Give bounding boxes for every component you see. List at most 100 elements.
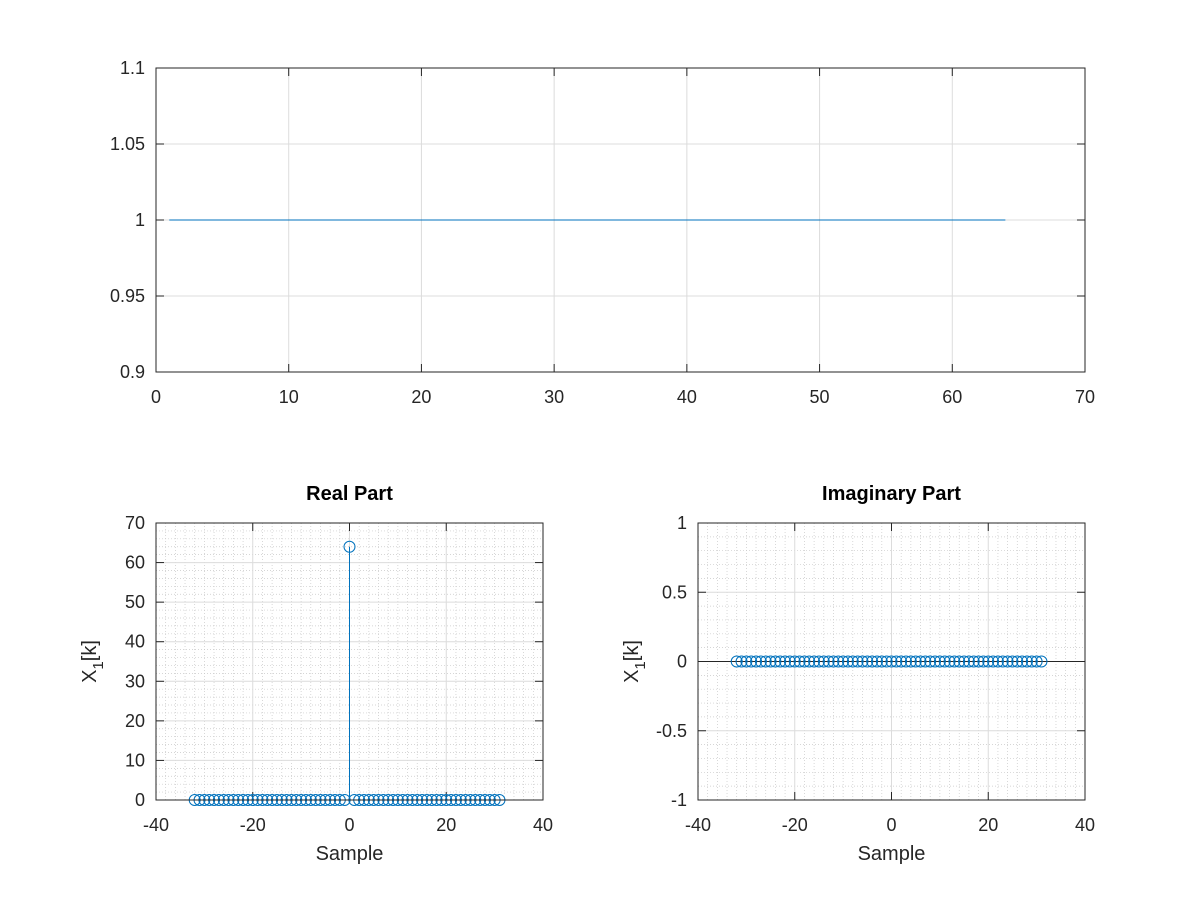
stem-marker xyxy=(822,655,835,668)
stem-marker xyxy=(812,655,825,668)
stem-marker xyxy=(750,655,763,668)
stem-marker xyxy=(977,655,990,668)
stem-marker xyxy=(982,655,995,668)
y-tick-label: 1.05 xyxy=(110,134,145,154)
stem-marker xyxy=(909,655,922,668)
stem-marker xyxy=(745,655,758,668)
y-tick-label: 20 xyxy=(125,711,145,731)
stem-marker xyxy=(769,655,782,668)
x-tick-label: 40 xyxy=(677,387,697,407)
axes-frame xyxy=(155,67,1086,373)
stem-marker xyxy=(890,655,903,668)
stem-marker xyxy=(851,655,864,668)
stem-marker xyxy=(764,655,777,668)
plot-title: Real Part xyxy=(306,483,393,505)
stem-marker xyxy=(938,655,951,668)
stem-marker xyxy=(779,655,792,668)
stem-marker xyxy=(827,655,840,668)
stem-marker xyxy=(1016,655,1029,668)
y-tick-label: 10 xyxy=(125,750,145,770)
stem-marker xyxy=(870,655,883,668)
stem-marker xyxy=(875,655,888,668)
stem-marker xyxy=(783,655,796,668)
stem-marker xyxy=(895,655,908,668)
y-tick-label: 1 xyxy=(135,210,145,230)
stem-marker xyxy=(793,655,806,668)
stem-marker xyxy=(1025,655,1038,668)
stem-marker xyxy=(972,655,985,668)
stem-marker xyxy=(880,655,893,668)
stem-marker xyxy=(933,655,946,668)
stem-marker xyxy=(740,655,753,668)
stem-marker xyxy=(1011,655,1024,668)
x-tick-label: 20 xyxy=(411,387,431,407)
plot-title: Imaginary Part xyxy=(822,483,961,505)
x-tick-label: 40 xyxy=(1075,815,1095,835)
top-plot: 0 10 20 30 40 50 60 70 0.9 0.95 1 1.05 1.1 xyxy=(110,58,1095,407)
y-tick-label: 1.1 xyxy=(120,58,145,78)
stem-marker xyxy=(967,655,980,668)
x-tick-label: 50 xyxy=(810,387,830,407)
stem-marker xyxy=(866,655,879,668)
stem-marker xyxy=(841,655,854,668)
x-tick-label: 60 xyxy=(942,387,962,407)
x-tick-label: -20 xyxy=(240,815,266,835)
stem-marker xyxy=(730,655,743,668)
stem-marker xyxy=(1006,655,1019,668)
stem-marker xyxy=(996,655,1009,668)
y-tick-label: 30 xyxy=(125,671,145,691)
stem-marker xyxy=(856,655,869,668)
stem-marker xyxy=(832,655,845,668)
y-tick-label: 0.95 xyxy=(110,286,145,306)
stem-marker xyxy=(919,655,932,668)
y-tick-label: 60 xyxy=(125,553,145,573)
x-tick-label: 20 xyxy=(436,815,456,835)
real-part-plot: -40 -20 0 20 40 0 10 20 30 40 50 60 70 Real Part Sampl… xyxy=(79,483,553,865)
x-tick-label: 10 xyxy=(279,387,299,407)
y-tick-label: 0.5 xyxy=(662,582,687,602)
y-tick-label: 50 xyxy=(125,592,145,612)
stem-marker xyxy=(914,655,927,668)
y-axis-label: X1[k] xyxy=(79,640,107,683)
x-axis-label: Sample xyxy=(316,843,384,865)
stem-marker xyxy=(343,540,356,553)
stem-marker xyxy=(904,655,917,668)
imaginary-part-plot: -40 -20 0 20 40 -1 -0.5 0 0.5 1 Imaginary Part Samp… xyxy=(621,483,1095,865)
x-tick-label: 70 xyxy=(1075,387,1095,407)
stem-marker xyxy=(958,655,971,668)
y-tick-label: 0 xyxy=(135,790,145,810)
stem-marker xyxy=(759,655,772,668)
stem-marker xyxy=(924,655,937,668)
stem-marker xyxy=(861,655,874,668)
stem-marker xyxy=(929,655,942,668)
stem-marker xyxy=(817,655,830,668)
y-axis-label: X1[k] xyxy=(621,640,649,683)
stem-marker xyxy=(1020,655,1033,668)
x-tick-label: -40 xyxy=(685,815,711,835)
stem-marker xyxy=(900,655,913,668)
y-tick-label: -0.5 xyxy=(656,721,687,741)
stem-marker xyxy=(788,655,801,668)
stem-marker xyxy=(943,655,956,668)
stem-marker xyxy=(953,655,966,668)
stem-marker xyxy=(846,655,859,668)
axes-frame xyxy=(697,522,1086,801)
stem-marker xyxy=(803,655,816,668)
stem-marker xyxy=(991,655,1004,668)
stem-marker xyxy=(987,655,1000,668)
axes-frame xyxy=(155,522,544,801)
stem-marker xyxy=(1030,655,1043,668)
x-tick-label: 0 xyxy=(151,387,161,407)
stem-marker xyxy=(1035,655,1048,668)
stem-marker xyxy=(885,655,898,668)
y-tick-label: 40 xyxy=(125,632,145,652)
stem-marker xyxy=(948,655,961,668)
stem-marker xyxy=(808,655,821,668)
y-tick-label: 70 xyxy=(125,513,145,533)
x-tick-label: -40 xyxy=(143,815,169,835)
y-tick-label: 1 xyxy=(677,513,687,533)
y-tick-label: 0.9 xyxy=(120,362,145,382)
stem-marker xyxy=(962,655,975,668)
x-tick-label: 0 xyxy=(344,815,354,835)
